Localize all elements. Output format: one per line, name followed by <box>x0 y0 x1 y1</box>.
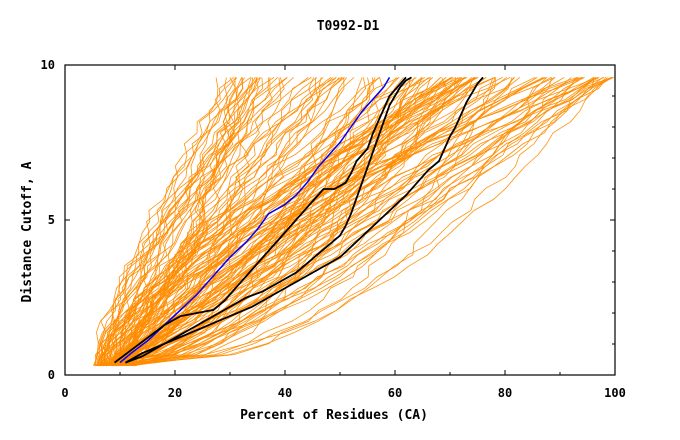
background-trace-line <box>117 77 613 367</box>
background-trace-line <box>131 77 596 367</box>
background-trace-line <box>124 77 572 367</box>
tick-labels: 0 20 40 60 80 100 0 5 10 <box>41 58 626 400</box>
background-trace-line <box>121 77 547 366</box>
background-trace-line <box>95 77 324 366</box>
background-traces <box>93 77 614 367</box>
background-trace-line <box>111 77 607 367</box>
y-tick-label: 10 <box>41 58 55 72</box>
background-trace-line <box>102 77 417 366</box>
x-tick-label: 80 <box>498 386 512 400</box>
background-trace-line <box>100 77 309 366</box>
background-trace-line <box>115 77 466 366</box>
background-trace-line <box>94 77 478 366</box>
background-trace-line <box>113 77 227 367</box>
background-trace-line <box>104 77 238 366</box>
background-trace-line <box>126 77 604 367</box>
background-trace-line <box>108 77 584 366</box>
background-trace-line <box>134 77 465 367</box>
background-trace-line <box>121 77 245 366</box>
background-trace-line <box>101 77 416 367</box>
background-trace-line <box>118 77 479 366</box>
background-trace-line <box>97 77 242 367</box>
background-trace-line <box>93 77 275 366</box>
y-axis-label: Distance Cutoff, A <box>20 161 35 302</box>
background-trace-line <box>129 77 285 366</box>
x-tick-label: 60 <box>388 386 402 400</box>
series-line <box>125 76 412 364</box>
background-trace-line <box>129 77 494 367</box>
background-trace-line <box>99 77 288 366</box>
background-trace-line <box>128 77 441 367</box>
background-trace-line <box>118 77 497 367</box>
background-trace-line <box>132 77 244 366</box>
background-trace-line <box>104 77 595 367</box>
x-tick-label: 40 <box>278 386 292 400</box>
axis-ticks <box>64 64 616 376</box>
background-trace-line <box>133 77 371 367</box>
background-trace-line <box>98 77 595 367</box>
x-tick-label: 0 <box>61 386 68 400</box>
background-trace-line <box>109 77 600 366</box>
background-trace-line <box>106 77 462 366</box>
background-trace-line <box>111 77 513 367</box>
x-tick-label: 20 <box>168 386 182 400</box>
x-axis-label: Percent of Residues (CA) <box>240 408 428 423</box>
background-trace-line <box>121 77 397 366</box>
background-trace-line <box>105 77 380 367</box>
background-trace-line <box>114 77 244 366</box>
background-trace-line <box>128 77 511 366</box>
series-line <box>119 77 391 364</box>
background-trace-line <box>117 77 457 367</box>
y-tick-label: 5 <box>48 213 55 227</box>
background-trace-line <box>103 77 487 367</box>
background-trace-line <box>125 77 381 366</box>
series-line <box>125 76 484 364</box>
chart-title: T0992-D1 <box>317 19 380 34</box>
y-tick-label: 0 <box>48 368 55 382</box>
background-trace-line <box>127 77 448 367</box>
x-tick-label: 100 <box>604 386 626 400</box>
background-trace-line <box>107 77 237 366</box>
background-trace-line <box>98 77 475 367</box>
background-trace-line <box>98 77 503 367</box>
background-trace-line <box>97 77 252 367</box>
series-line <box>113 76 407 364</box>
highlight-traces <box>113 76 484 364</box>
background-trace-line <box>107 77 613 366</box>
background-trace-line <box>105 77 431 367</box>
background-trace-line <box>106 77 612 367</box>
background-trace-line <box>116 77 475 367</box>
background-trace-line <box>113 77 458 366</box>
background-trace-line <box>132 77 515 366</box>
background-trace-line <box>106 77 271 366</box>
background-trace-line <box>97 77 322 367</box>
background-trace-line <box>135 77 237 366</box>
